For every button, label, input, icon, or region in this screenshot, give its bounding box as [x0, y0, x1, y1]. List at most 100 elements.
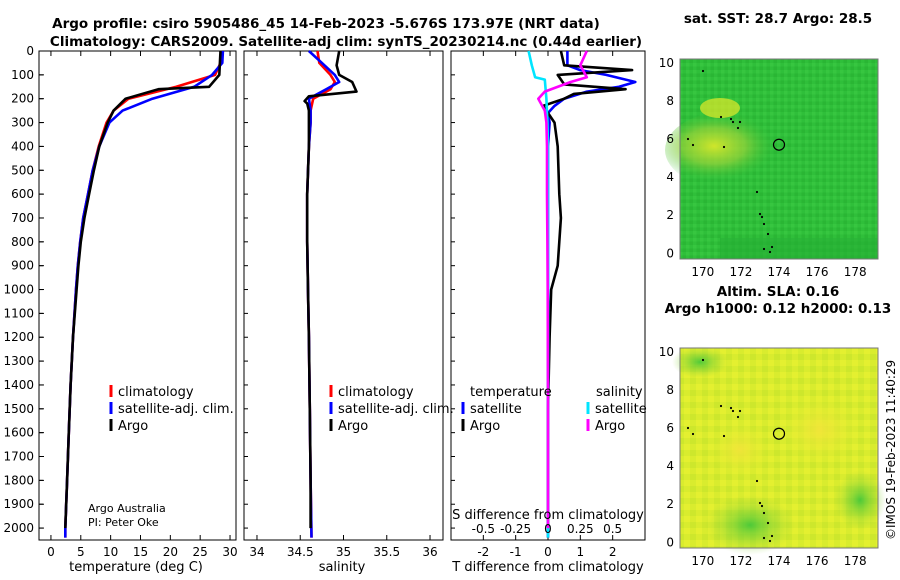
- island-dot: [686, 137, 690, 141]
- island-dot: [701, 358, 705, 362]
- island-dot: [770, 534, 774, 538]
- sla-map-axes: 170 172 174 176 178 0 2 4 6 8 10: [659, 345, 867, 568]
- island-dot: [691, 143, 695, 147]
- series-line-climatology: [64, 50, 223, 538]
- temperature-xlabel: temperature (deg C): [69, 560, 203, 575]
- map-y-tick-label: 0: [666, 246, 674, 260]
- x-tick-label: 2: [609, 545, 617, 559]
- island-dot: [762, 536, 766, 540]
- salinity-xlabel: salinity: [319, 560, 366, 575]
- island-dot: [691, 432, 695, 436]
- map-x-tick-label: 170: [691, 265, 714, 279]
- map-x-tick-label: 176: [806, 554, 829, 568]
- legend-satellite-label: satellite-adj. clim.: [118, 402, 234, 417]
- sst-map: [665, 58, 879, 260]
- depth-tick-label: 1900: [3, 497, 34, 511]
- map-x-tick-label: 170: [691, 554, 714, 568]
- credit-line2: PI: Peter Oke: [88, 516, 159, 529]
- x-tick-label: 0: [47, 545, 55, 559]
- sst-cool-region: [720, 238, 878, 259]
- x-tick-label: 5: [77, 545, 85, 559]
- island-dot: [686, 426, 690, 430]
- map-x-tick-label: 174: [768, 554, 791, 568]
- temperature-plot: 0 5 10 15 20 25 30: [39, 50, 238, 559]
- island-dot: [755, 190, 759, 194]
- x-tick-label: 30: [222, 545, 237, 559]
- legend-satellite-label: satellite-adj. clim.: [338, 402, 454, 417]
- map-y-tick-label: 6: [666, 421, 674, 435]
- island-dot: [760, 215, 764, 219]
- sst-map-axes: 170 172 174 176 178 0 2 4 6 8 10: [659, 56, 867, 279]
- island-dot: [731, 120, 735, 124]
- map-y-tick-label: 10: [659, 56, 674, 70]
- depth-tick-label: 1700: [3, 450, 34, 464]
- sla-high-region: [710, 422, 770, 478]
- map-y-tick-label: 8: [666, 94, 674, 108]
- sla-low-region: [672, 346, 728, 378]
- map-y-tick-label: 6: [666, 132, 674, 146]
- float-position-marker: [772, 138, 786, 151]
- island-dot: [766, 521, 770, 525]
- map-y-tick-label: 4: [666, 459, 674, 473]
- s-tick-label: 0.25: [567, 522, 594, 536]
- credit-line1: Argo Australia: [88, 502, 166, 515]
- series-line-argo: [64, 50, 222, 529]
- map-y-tick-label: 4: [666, 170, 674, 184]
- x-tick-label: 0: [544, 545, 552, 559]
- depth-axis: 0 100 200 300 400 500 600 700 800 900 1000 1100 1200…: [3, 44, 44, 535]
- map-x-tick-label: 178: [844, 265, 867, 279]
- depth-tick-label: 1500: [3, 402, 34, 416]
- series-line-t-argo: [541, 50, 634, 529]
- x-tick-label: 36: [422, 545, 437, 559]
- x-tick-label: 34.5: [287, 545, 314, 559]
- map-y-tick-label: 0: [666, 535, 674, 549]
- x-tick-label: 15: [133, 545, 148, 559]
- island-dot: [758, 501, 762, 505]
- map-x-tick-label: 174: [768, 265, 791, 279]
- sst-warm-region: [665, 110, 805, 190]
- series-line-satellite-adj-clim-: [305, 50, 341, 538]
- island-dot: [719, 115, 723, 119]
- map-x-tick-label: 172: [729, 265, 752, 279]
- depth-tick-label: 1400: [3, 378, 34, 392]
- sst-map-frame: [679, 58, 879, 260]
- temperature-legend: climatology satellite-adj. clim. Argo: [109, 385, 234, 434]
- island-dot: [762, 247, 766, 251]
- series-line-s-argo: [536, 50, 589, 529]
- sla-map-frame: [679, 347, 879, 549]
- island-dot: [758, 212, 762, 216]
- island-dot: [722, 434, 726, 438]
- map-x-tick-label: 172: [729, 554, 752, 568]
- depth-tick-label: 700: [11, 211, 34, 225]
- map-y-tick-label: 2: [666, 208, 674, 222]
- x-tick-label: -2: [477, 545, 489, 559]
- sla-map: [672, 346, 886, 555]
- depth-tick-label: 1600: [3, 426, 34, 440]
- temperature-panel-frame: [38, 50, 237, 541]
- sst-warm-patch: [700, 98, 740, 118]
- legend-climatology-label: climatology: [118, 385, 194, 400]
- series-line-s-satellite: [527, 50, 550, 538]
- island-dot: [722, 145, 726, 149]
- island-dot: [701, 69, 705, 73]
- s-tick-label: 0: [544, 522, 552, 536]
- legend-argo-label: Argo: [338, 419, 368, 434]
- salinity-plot: 34 34.5 35 35.5 36: [244, 50, 438, 559]
- sst-islands: [686, 69, 774, 254]
- x-tick-label: 35.5: [373, 545, 400, 559]
- sla-low-region: [834, 470, 886, 530]
- island-dot: [768, 539, 772, 543]
- map-x-tick-label: 178: [844, 554, 867, 568]
- depth-tick-label: 500: [11, 163, 34, 177]
- depth-tick-label: 800: [11, 235, 34, 249]
- legend-t-satellite-label: satellite: [470, 402, 522, 417]
- map-y-tick-label: 2: [666, 497, 674, 511]
- x-tick-label: 10: [103, 545, 118, 559]
- difference-legend: temperature satellite Argo salinity sate…: [461, 385, 647, 434]
- depth-tick-label: 900: [11, 259, 34, 273]
- legend-climatology-label: climatology: [338, 385, 414, 400]
- depth-tick-label: 200: [11, 92, 34, 106]
- island-dot: [729, 117, 733, 121]
- float-position-marker: [772, 427, 786, 440]
- island-dot: [770, 245, 774, 249]
